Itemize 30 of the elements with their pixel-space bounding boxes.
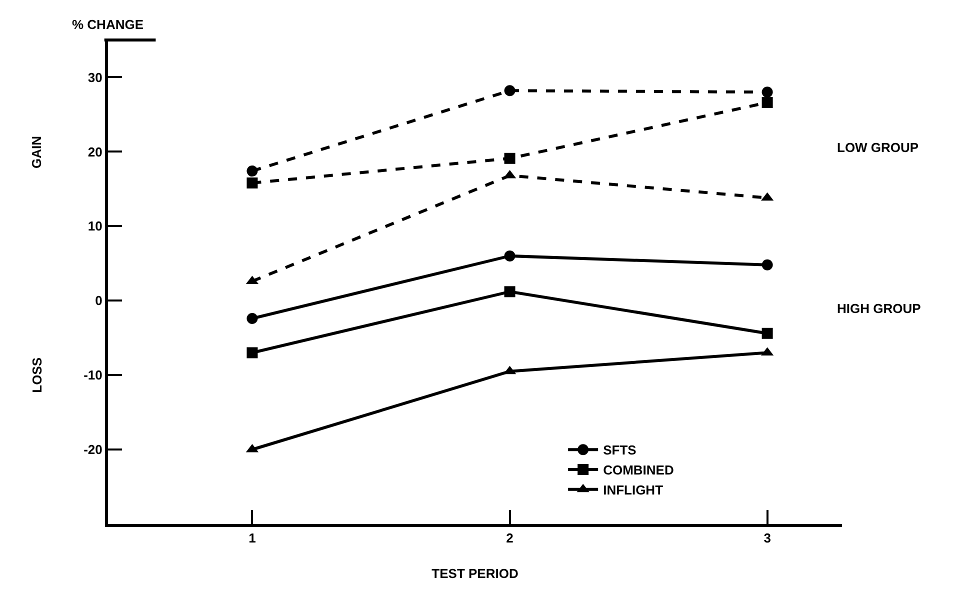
point bbox=[504, 152, 516, 164]
point bbox=[246, 347, 258, 358]
x-tick-label: 2 bbox=[506, 530, 514, 546]
text: GAIN bbox=[29, 136, 44, 168]
annotation: LOW GROUP bbox=[837, 140, 919, 155]
legend-label: COMBINED bbox=[603, 462, 674, 478]
point bbox=[762, 328, 773, 339]
y-tick-label: 30 bbox=[88, 70, 102, 85]
point bbox=[762, 259, 773, 270]
x-tick-label: 1 bbox=[248, 530, 256, 546]
point bbox=[246, 177, 258, 188]
point bbox=[762, 97, 773, 108]
y-tick-label: 10 bbox=[88, 218, 102, 234]
legend-label: INFLIGHT bbox=[603, 482, 664, 498]
x-tick-label: 3 bbox=[764, 530, 771, 546]
point bbox=[504, 250, 516, 262]
annotation: HIGH GROUP bbox=[837, 301, 922, 316]
text: LOSS bbox=[30, 357, 45, 393]
legend-label: SFTS bbox=[603, 442, 637, 458]
y-tick-label: 20 bbox=[88, 144, 102, 160]
point bbox=[504, 286, 516, 298]
point bbox=[504, 85, 516, 96]
y-axis-title: % CHANGE bbox=[72, 17, 144, 32]
x-axis-title: TEST PERIOD bbox=[432, 566, 518, 582]
point bbox=[762, 86, 773, 98]
point bbox=[246, 166, 258, 177]
y-tick-label: 0 bbox=[95, 293, 102, 308]
y-tick-label: -10 bbox=[84, 368, 102, 383]
point bbox=[246, 312, 258, 324]
y-tick-label: -20 bbox=[84, 442, 102, 458]
